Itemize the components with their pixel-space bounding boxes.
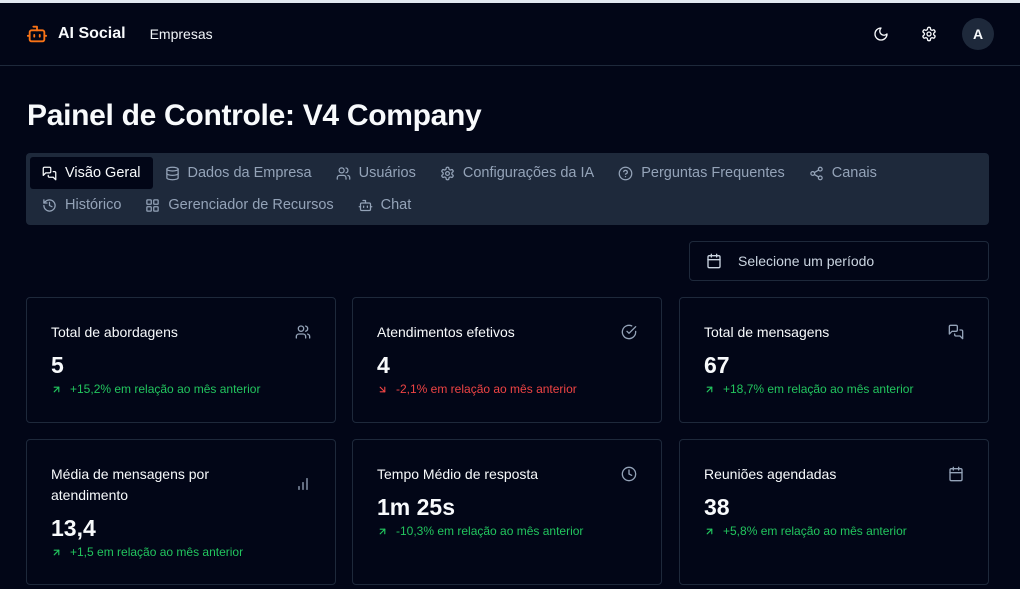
nav-link-empresas[interactable]: Empresas (149, 26, 213, 42)
clock-icon (621, 466, 637, 482)
card-change: -10,3% em relação ao mês anterior (377, 524, 637, 538)
bot-icon (358, 199, 373, 211)
card-change-text: -2,1% em relação ao mês anterior (396, 382, 577, 396)
bar-chart-icon (298, 478, 308, 490)
help-circle-icon (618, 166, 633, 180)
tab-usuarios[interactable]: Usuários (324, 157, 428, 189)
card-value: 4 (377, 352, 390, 378)
card-title: Reuniões agendadas (704, 466, 837, 482)
tab-bar: Visão Geral Dados da Empresa Usuários Co… (26, 153, 989, 225)
arrow-down-right-icon (379, 386, 386, 392)
bot-logo-icon (26, 23, 48, 45)
tab-canais[interactable]: Canais (797, 157, 889, 189)
tab-label: Chat (380, 197, 412, 213)
stat-card-tempo-medio-resposta: Tempo Médio de resposta 1m 25s -10,3% em… (352, 439, 662, 585)
arrow-up-right-icon (379, 528, 386, 534)
stat-card-total-abordagens: Total de abordagens 5 +15,2% em relação … (26, 297, 336, 423)
tab-label: Usuários (358, 165, 416, 181)
tab-label: Configurações da IA (462, 165, 595, 181)
share-icon (809, 166, 823, 180)
history-icon (43, 198, 56, 212)
arrow-up-right-icon (53, 549, 60, 555)
check-circle-icon (621, 324, 637, 340)
messages-icon (42, 166, 57, 180)
card-value: 13,4 (51, 515, 96, 541)
arrow-up-right-icon (706, 386, 713, 392)
gear-icon (441, 166, 454, 180)
page-title: Painel de Controle: V4 Company (27, 99, 482, 132)
messages-icon (948, 324, 964, 340)
users-icon (336, 166, 350, 180)
calendar-icon (707, 253, 721, 269)
card-value: 1m 25s (377, 494, 456, 520)
tab-label: Perguntas Frequentes (641, 165, 785, 181)
tab-chat[interactable]: Chat (346, 189, 424, 221)
card-value: 67 (704, 352, 730, 378)
tab-label: Gerenciador de Recursos (168, 197, 334, 213)
card-title: Total de abordagens (51, 324, 178, 340)
card-title: Tempo Médio de resposta (377, 466, 539, 482)
tab-label: Dados da Empresa (187, 165, 312, 181)
database-icon (165, 166, 179, 180)
stat-card-atendimentos-efetivos: Atendimentos efetivos 4 -2,1% em relação… (352, 297, 662, 423)
stat-card-media-mensagens: Média de mensagens por atendimento 13,4 … (26, 439, 336, 585)
tab-perguntas-frequentes[interactable]: Perguntas Frequentes (606, 157, 796, 189)
settings-button[interactable] (912, 17, 946, 51)
brand[interactable]: AI Social (26, 23, 126, 45)
stat-card-total-mensagens: Total de mensagens 67 +18,7% em relação … (679, 297, 989, 423)
arrow-up-right-icon (706, 528, 713, 534)
card-value: 5 (51, 352, 64, 378)
tab-configuracoes-ia[interactable]: Configurações da IA (428, 157, 606, 189)
card-change: -2,1% em relação ao mês anterior (377, 382, 637, 396)
card-change-text: +18,7% em relação ao mês anterior (723, 382, 914, 396)
card-title: Atendimentos efetivos (377, 324, 515, 340)
stat-card-reunioes-agendadas: Reuniões agendadas 38 +5,8% em relação a… (679, 439, 989, 585)
users-icon (295, 325, 311, 339)
grid-icon (146, 198, 160, 212)
tab-label: Visão Geral (65, 165, 141, 181)
card-change-text: +1,5 em relação ao mês anterior (70, 545, 244, 559)
tab-historico[interactable]: Histórico (30, 189, 133, 221)
app-name: AI Social (58, 25, 126, 42)
tab-visao-geral[interactable]: Visão Geral (30, 157, 153, 189)
card-change: +18,7% em relação ao mês anterior (704, 382, 964, 396)
user-avatar[interactable]: A (962, 18, 994, 50)
card-change-text: +15,2% em relação ao mês anterior (70, 382, 261, 396)
gear-icon (922, 26, 936, 42)
card-value: 38 (704, 494, 730, 520)
card-change: +15,2% em relação ao mês anterior (51, 382, 311, 396)
card-title: Total de mensagens (704, 324, 830, 340)
calendar-icon (949, 466, 963, 482)
card-change: +1,5 em relação ao mês anterior (51, 545, 311, 559)
tab-label: Histórico (65, 197, 122, 213)
tab-gerenciador-recursos[interactable]: Gerenciador de Recursos (133, 189, 345, 221)
card-change-text: +5,8% em relação ao mês anterior (723, 524, 907, 538)
theme-toggle-button[interactable] (864, 17, 898, 51)
tab-label: Canais (831, 165, 877, 181)
moon-icon (874, 27, 888, 41)
date-range-picker[interactable]: Selecione um período (689, 241, 989, 281)
card-change: +5,8% em relação ao mês anterior (704, 524, 964, 538)
date-picker-placeholder: Selecione um período (738, 253, 875, 269)
top-header: AI Social Empresas A (0, 3, 1020, 66)
arrow-up-right-icon (53, 386, 60, 392)
card-title: Média de mensagens por atendimento (51, 466, 209, 503)
card-change-text: -10,3% em relação ao mês anterior (396, 524, 584, 538)
tab-dados-da-empresa[interactable]: Dados da Empresa (153, 157, 324, 189)
